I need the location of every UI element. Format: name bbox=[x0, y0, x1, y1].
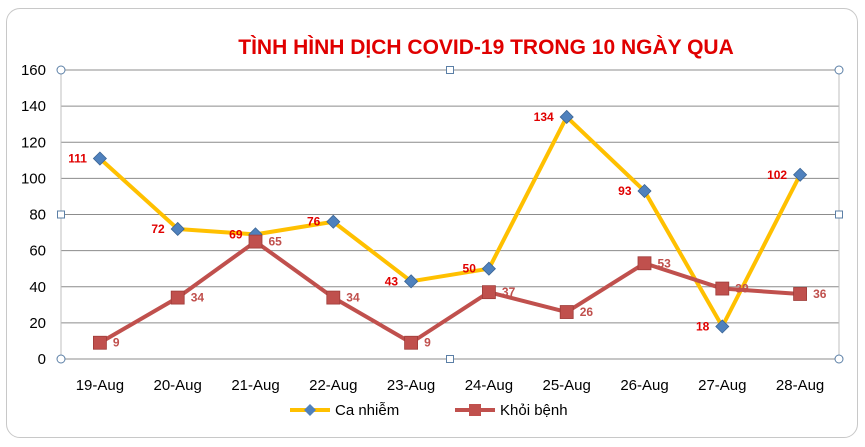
resize-handle[interactable] bbox=[834, 354, 844, 364]
x-axis-ticks: 19-Aug 20-Aug 21-Aug 22-Aug 23-Aug 24-Aug 25-A… bbox=[76, 377, 825, 394]
y-tick-label: 40 bbox=[29, 279, 46, 296]
series-line-khoi-benh bbox=[98, 239, 801, 345]
data-label-ca-nhiem: 18 bbox=[696, 319, 710, 333]
y-axis-ticks: 0 20 40 60 80 100 120 140 160 bbox=[21, 62, 46, 368]
chart-frame bbox=[6, 8, 858, 438]
resize-handle[interactable] bbox=[834, 65, 844, 75]
resize-handle[interactable] bbox=[835, 210, 843, 219]
series-line-ca-nhiem bbox=[98, 114, 802, 329]
plot-area-handles bbox=[56, 65, 844, 364]
data-label-ca-nhiem: 134 bbox=[534, 110, 554, 124]
series-markers bbox=[92, 109, 808, 350]
data-label-khoi-benh: 34 bbox=[191, 291, 205, 305]
legend-label: Khỏi bệnh bbox=[500, 402, 568, 419]
marker-khoi-benh bbox=[248, 234, 263, 249]
data-label-ca-nhiem: 111 bbox=[68, 152, 87, 166]
marker-ca-nhiem bbox=[326, 214, 341, 229]
x-tick-label: 23-Aug bbox=[387, 377, 435, 394]
x-tick-label: 27-Aug bbox=[698, 377, 746, 394]
x-tick-label: 20-Aug bbox=[154, 377, 202, 394]
marker-ca-nhiem bbox=[481, 261, 496, 276]
data-label-khoi-benh: 34 bbox=[346, 291, 360, 305]
series-lines bbox=[98, 114, 802, 345]
marker-ca-nhiem bbox=[559, 109, 574, 125]
data-label-ca-nhiem: 50 bbox=[463, 262, 477, 276]
data-label-ca-nhiem: 102 bbox=[767, 168, 787, 182]
y-tick-label: 60 bbox=[29, 243, 46, 260]
marker-ca-nhiem bbox=[715, 319, 730, 334]
marker-ca-nhiem bbox=[637, 183, 652, 199]
data-label-ca-nhiem: 43 bbox=[385, 274, 399, 288]
y-tick-label: 160 bbox=[21, 62, 46, 79]
data-label-khoi-benh: 53 bbox=[658, 256, 672, 270]
marker-khoi-benh bbox=[326, 290, 341, 305]
marker-ca-nhiem bbox=[793, 167, 808, 182]
marker-ca-nhiem bbox=[404, 274, 419, 289]
data-label-khoi-benh: 39 bbox=[735, 282, 749, 296]
x-tick-label: 19-Aug bbox=[76, 377, 124, 394]
x-tick-label: 24-Aug bbox=[465, 377, 513, 394]
data-label-ca-nhiem: 76 bbox=[307, 215, 321, 229]
data-label-ca-nhiem: 69 bbox=[229, 227, 243, 241]
data-label-khoi-benh: 65 bbox=[269, 235, 283, 249]
data-label-khoi-benh: 9 bbox=[113, 336, 120, 350]
y-tick-label: 140 bbox=[21, 98, 46, 115]
y-tick-label: 100 bbox=[21, 170, 46, 187]
chart-title: TÌNH HÌNH DỊCH COVID-19 TRONG 10 NGÀY QU… bbox=[238, 36, 734, 59]
y-tick-label: 80 bbox=[29, 207, 46, 224]
data-label-khoi-benh: 9 bbox=[424, 336, 431, 350]
x-tick-label: 21-Aug bbox=[231, 377, 279, 394]
data-label-ca-nhiem: 93 bbox=[618, 184, 632, 198]
data-labels: 111 72 69 76 43 50 134 93 18 102 9 34 65 34 9 37 26 53 39 3… bbox=[68, 110, 827, 350]
x-tick-label: 28-Aug bbox=[776, 377, 824, 394]
resize-handle[interactable] bbox=[446, 355, 454, 363]
marker-khoi-benh bbox=[559, 305, 574, 319]
marker-khoi-benh bbox=[481, 285, 496, 300]
y-tick-label: 120 bbox=[21, 134, 46, 151]
marker-khoi-benh bbox=[715, 281, 730, 296]
marker-khoi-benh bbox=[793, 287, 807, 301]
marker-khoi-benh bbox=[170, 290, 185, 305]
data-label-khoi-benh: 37 bbox=[502, 285, 516, 299]
marker-ca-nhiem bbox=[92, 151, 107, 166]
resize-handle[interactable] bbox=[56, 65, 66, 75]
legend-marker-square-icon bbox=[469, 404, 481, 416]
legend-marker-diamond-icon bbox=[304, 404, 316, 416]
x-tick-label: 26-Aug bbox=[620, 377, 668, 394]
resize-handle[interactable] bbox=[446, 66, 454, 74]
data-label-khoi-benh: 26 bbox=[580, 305, 594, 319]
marker-ca-nhiem bbox=[170, 221, 185, 237]
marker-khoi-benh bbox=[637, 256, 652, 271]
resize-handle[interactable] bbox=[57, 210, 65, 219]
marker-khoi-benh bbox=[404, 335, 419, 350]
legend: Ca nhiễm Khỏi bệnh bbox=[290, 402, 568, 419]
y-tick-label: 0 bbox=[38, 351, 46, 368]
y-tick-label: 20 bbox=[29, 315, 46, 332]
legend-label: Ca nhiễm bbox=[335, 402, 399, 419]
resize-handle[interactable] bbox=[56, 354, 66, 364]
data-label-ca-nhiem: 72 bbox=[151, 222, 165, 236]
x-tick-label: 25-Aug bbox=[543, 377, 591, 394]
x-tick-label: 22-Aug bbox=[309, 377, 357, 394]
marker-khoi-benh bbox=[93, 335, 107, 350]
data-label-khoi-benh: 36 bbox=[813, 287, 827, 301]
